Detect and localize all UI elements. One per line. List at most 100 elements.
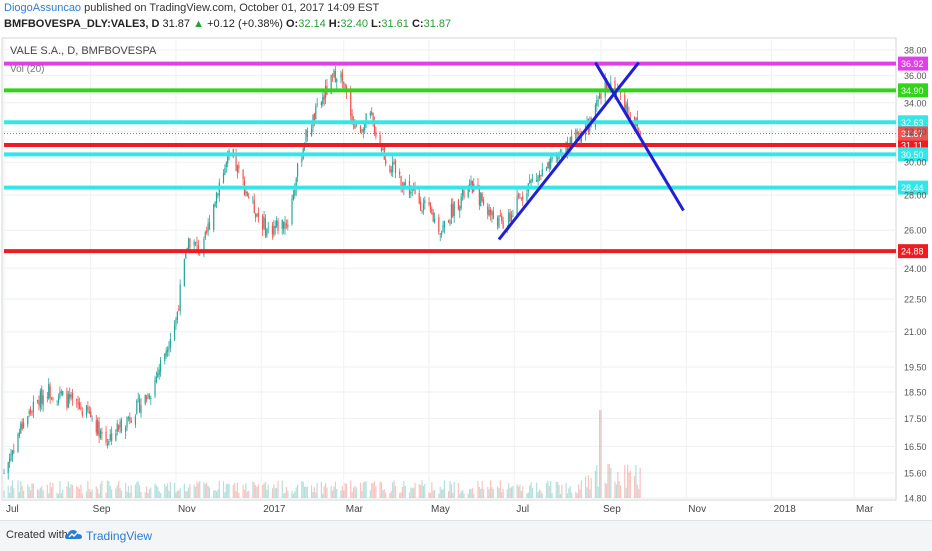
candle-body xyxy=(146,396,148,399)
candle-body xyxy=(108,441,110,445)
candle-body xyxy=(380,145,383,152)
level-price-tag xyxy=(898,244,928,259)
volume-bar xyxy=(561,484,563,498)
candle-body xyxy=(537,176,539,182)
volume-bar xyxy=(119,487,121,498)
candle-body xyxy=(492,211,494,219)
volume-bar xyxy=(150,487,152,498)
volume-bar xyxy=(364,481,366,498)
volume-bar xyxy=(36,488,39,498)
volume-bar xyxy=(439,486,441,498)
volume-bar xyxy=(565,482,567,498)
candle-body xyxy=(420,201,422,211)
volume-bar xyxy=(517,486,520,498)
volume-bar xyxy=(97,488,99,498)
volume-bar xyxy=(393,480,395,498)
volume-bar xyxy=(487,486,489,498)
candle-body xyxy=(213,204,215,230)
volume-bar xyxy=(57,493,60,498)
volume-bar xyxy=(434,490,436,498)
candle-body xyxy=(315,106,317,120)
volume-bar xyxy=(519,484,521,498)
volume-bar xyxy=(362,482,364,498)
volume-bar xyxy=(432,490,434,498)
last-price-value: 31.87 xyxy=(162,18,191,30)
candle-body xyxy=(59,391,61,398)
ticker-label: BMFBOVESPA_DLY:VALE3, D xyxy=(4,18,160,30)
candle-body xyxy=(320,102,322,106)
candle-body xyxy=(189,238,191,248)
volume-bar xyxy=(594,471,597,498)
volume-bar xyxy=(352,487,355,498)
candle-body xyxy=(547,162,549,169)
level-price-label: 24.88 xyxy=(901,247,924,257)
candle-body xyxy=(404,182,406,186)
level-price-tag xyxy=(898,83,928,98)
candle-body xyxy=(565,142,567,157)
volume-bar xyxy=(78,488,81,498)
volume-bar xyxy=(608,464,610,498)
candle-body xyxy=(255,213,257,218)
volume-bar xyxy=(208,487,211,498)
candle-body xyxy=(90,411,92,418)
volume-bar xyxy=(120,490,123,498)
volume-bar xyxy=(520,490,522,498)
tradingview-brand-link[interactable]: TradingView xyxy=(86,529,153,543)
volume-bar xyxy=(183,483,185,498)
candle-body xyxy=(323,95,325,100)
candle-body xyxy=(46,396,48,398)
volume-bar xyxy=(589,489,591,498)
candle-body xyxy=(263,217,265,229)
volume-bar xyxy=(459,493,461,498)
candle-body xyxy=(36,399,39,402)
candle-body xyxy=(625,104,627,114)
candle-body xyxy=(333,70,335,78)
level-price-label: 34.90 xyxy=(901,86,924,96)
level-price-tag xyxy=(898,147,928,162)
volume-bar xyxy=(295,487,297,498)
candle-body xyxy=(91,418,93,419)
author-link[interactable]: DiogoAssuncao xyxy=(4,2,82,14)
volume-legend: Vol (20) xyxy=(10,64,44,75)
candle-body xyxy=(225,162,227,168)
volume-bar xyxy=(438,493,440,498)
candle-body xyxy=(214,202,216,207)
volume-bar xyxy=(248,490,250,498)
volume-bar xyxy=(256,486,258,498)
volume-bar xyxy=(214,490,216,498)
volume-bar xyxy=(615,484,617,498)
volume-bar xyxy=(38,490,40,498)
volume-bar xyxy=(206,482,208,498)
volume-bar xyxy=(168,490,170,498)
low-label: L: xyxy=(371,18,382,30)
volume-bar xyxy=(285,487,288,498)
volume-bar xyxy=(134,484,137,498)
candle-body xyxy=(372,113,374,122)
volume-bar xyxy=(596,465,598,498)
y-tick-label: 15.60 xyxy=(904,468,927,478)
candle-body xyxy=(48,384,50,399)
x-tick-label: Nov xyxy=(178,504,196,515)
volume-bar xyxy=(598,410,601,498)
volume-bar xyxy=(297,484,299,498)
candle-body xyxy=(196,242,198,244)
volume-bar xyxy=(369,490,371,498)
y-tick-label: 19.50 xyxy=(904,362,927,372)
volume-bar xyxy=(537,491,539,498)
candle-body xyxy=(129,417,131,421)
volume-bar xyxy=(154,483,156,498)
volume-bar xyxy=(502,488,504,498)
candle-body xyxy=(450,203,452,218)
plot-frame xyxy=(1,37,897,501)
candle-body xyxy=(501,215,503,221)
volume-bar xyxy=(267,484,269,498)
volume-bar xyxy=(13,488,15,498)
level-price-label: 36.92 xyxy=(901,59,924,69)
candle-body xyxy=(626,103,629,114)
volume-bar xyxy=(443,480,446,498)
candle-body xyxy=(85,405,88,416)
volume-bar xyxy=(557,481,559,498)
candle-body xyxy=(463,190,465,198)
y-tick-label: 24.00 xyxy=(904,264,927,274)
